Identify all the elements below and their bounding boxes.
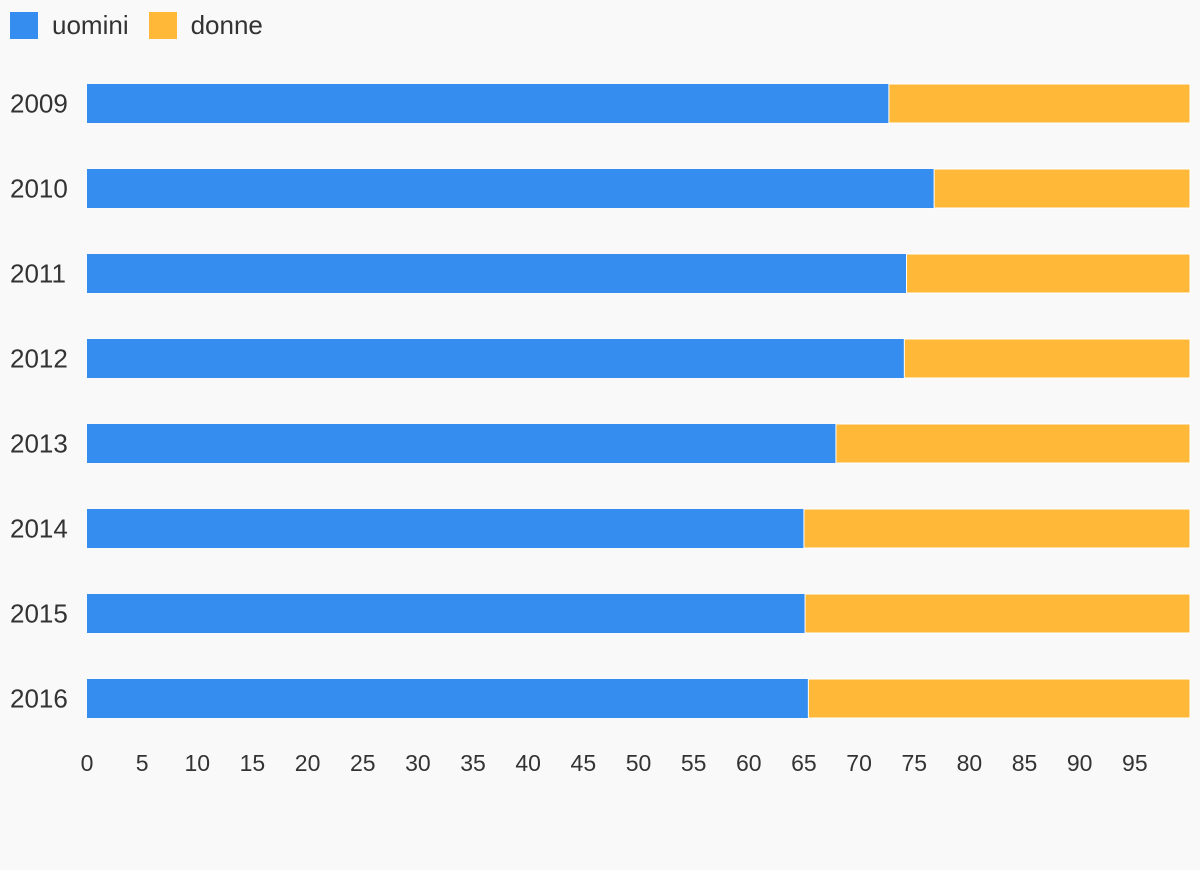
bar-uomini-2010[interactable] [87, 169, 935, 208]
x-tick-label: 90 [1067, 750, 1093, 776]
x-tick-label: 30 [405, 750, 431, 776]
bar-uomini-2009[interactable] [87, 84, 889, 123]
legend-label-uomini: uomini [52, 10, 129, 40]
y-tick-label: 2009 [10, 89, 68, 119]
x-tick-label: 20 [295, 750, 321, 776]
x-tick-label: 65 [791, 750, 817, 776]
bar-donne-2016[interactable] [807, 678, 1191, 719]
x-tick-label: 75 [901, 750, 927, 776]
bar-uomini-2012[interactable] [87, 339, 905, 378]
x-tick-label: 5 [136, 750, 149, 776]
x-tick-label: 45 [571, 750, 597, 776]
legend-label-donne: donne [190, 10, 263, 40]
bar-donne-2013[interactable] [835, 423, 1191, 464]
x-tick-label: 10 [185, 750, 211, 776]
x-tick-label: 15 [240, 750, 266, 776]
x-tick-label: 35 [460, 750, 486, 776]
bar-donne-2012[interactable] [903, 338, 1191, 379]
y-tick-label: 2011 [10, 259, 66, 289]
bar-donne-2015[interactable] [804, 593, 1191, 634]
bar-donne-2010[interactable] [933, 168, 1191, 209]
bar-uomini-2015[interactable] [87, 594, 806, 633]
x-tick-label: 95 [1122, 750, 1148, 776]
x-tick-label: 55 [681, 750, 707, 776]
y-tick-label: 2014 [10, 514, 68, 544]
x-tick-label: 50 [626, 750, 652, 776]
x-tick-label: 60 [736, 750, 762, 776]
y-tick-label: 2016 [10, 684, 68, 714]
legend-swatch-donne [148, 11, 177, 39]
legend-item-donne[interactable]: donne [148, 10, 263, 40]
y-tick-label: 2015 [10, 599, 68, 629]
x-tick-label: 25 [350, 750, 376, 776]
y-tick-label: 2010 [10, 174, 68, 204]
bar-donne-2009[interactable] [888, 83, 1191, 124]
bar-uomini-2014[interactable] [87, 509, 804, 548]
legend-swatch-uomini [10, 11, 38, 39]
y-tick-label: 2013 [10, 429, 68, 459]
x-tick-label: 40 [515, 750, 541, 776]
bar-donne-2011[interactable] [906, 253, 1191, 294]
bar-uomini-2016[interactable] [87, 679, 809, 718]
legend-item-uomini[interactable]: uomini [10, 10, 129, 40]
bar-uomini-2011[interactable] [87, 254, 907, 293]
bar-donne-2014[interactable] [803, 508, 1191, 549]
bar-uomini-2013[interactable] [87, 424, 836, 463]
x-tick-label: 0 [81, 750, 94, 776]
x-tick-label: 70 [846, 750, 872, 776]
x-tick-label: 85 [1012, 750, 1038, 776]
x-tick-label: 80 [957, 750, 983, 776]
y-tick-label: 2012 [10, 344, 68, 374]
chart-legend: uomini donne [10, 10, 283, 40]
